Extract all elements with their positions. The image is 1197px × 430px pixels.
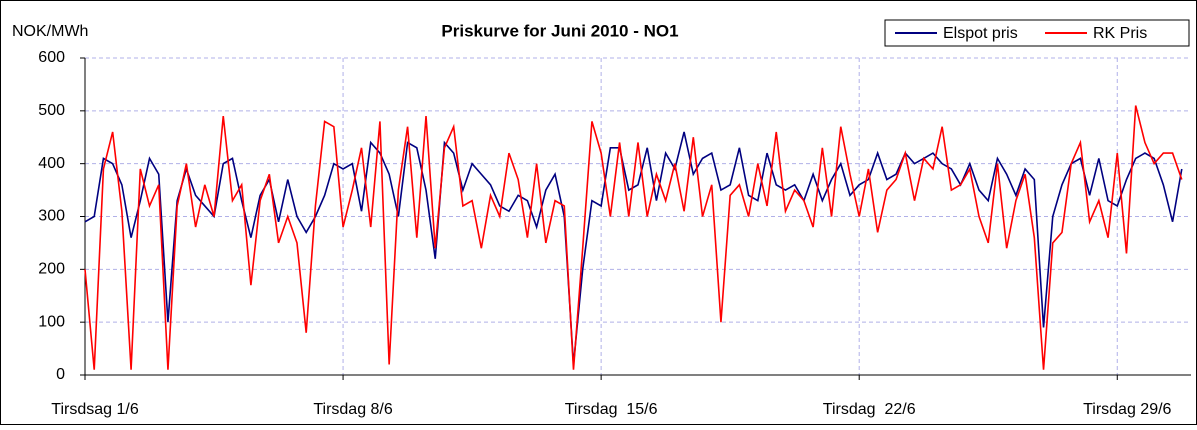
- x-tick-label: Tirsdag 15/6: [565, 401, 658, 418]
- price-line: [84, 131, 1183, 365]
- x-tick-label: Tirsdsag 1/6: [51, 401, 139, 418]
- x-tick-label: Tirsdag 29/6: [1083, 401, 1171, 418]
- x-tick-label: Tirsdag 8/6: [313, 401, 393, 418]
- legend: Elspot pris RK Pris: [884, 19, 1190, 47]
- y-tick-label: 200: [38, 261, 65, 278]
- legend-label: RK Pris: [1093, 25, 1147, 42]
- chart-title: Priskurve for Juni 2010 - NO1: [441, 21, 678, 40]
- y-tick-label: 600: [38, 49, 65, 66]
- y-tick-label: 500: [38, 102, 65, 119]
- y-axis-label: NOK/MWh: [12, 23, 88, 40]
- y-tick-label: 100: [38, 313, 65, 330]
- y-tick-label: 300: [38, 208, 65, 225]
- y-tick-label: 0: [56, 366, 65, 383]
- price-line: [84, 105, 1183, 370]
- y-tick-label: 400: [38, 155, 65, 172]
- x-tick-label: Tirsdag 22/6: [823, 401, 916, 418]
- legend-label: Elspot pris: [943, 25, 1018, 42]
